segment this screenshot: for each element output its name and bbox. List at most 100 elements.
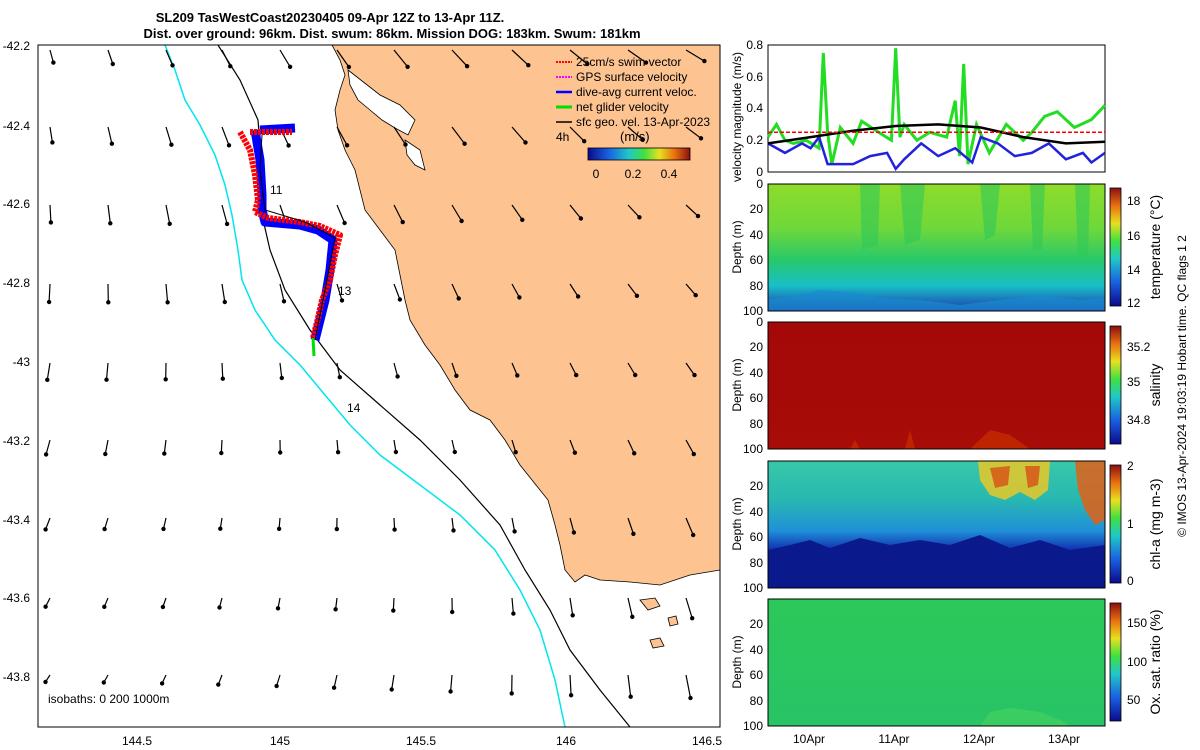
velocity-vector-head — [43, 604, 48, 609]
velocity-vector-head — [464, 63, 470, 69]
salinity-colorbar-label: salinity — [1147, 364, 1163, 407]
velocity-vector-arrow — [165, 126, 172, 145]
oxygen-frame — [767, 598, 1106, 727]
map-y-tick-43.6: -43.6 — [3, 591, 31, 605]
velocity-vector-head — [451, 528, 456, 533]
velocity-vector-head — [575, 294, 581, 299]
oxygen-y-tick-40: 40 — [750, 643, 764, 657]
velocity-vector-head — [391, 608, 396, 613]
velocity-vector-arrow — [627, 597, 633, 617]
chlorophyll-colorbar — [1109, 464, 1122, 584]
velocity-vector-head — [43, 527, 48, 532]
oxygen-y-tick-20: 20 — [750, 617, 764, 631]
velocity-vector-head — [517, 295, 522, 300]
velocity-vector-head — [570, 613, 575, 618]
velocity-vector-head — [450, 609, 455, 615]
velocity-vector-arrow — [107, 204, 111, 224]
temperature-deep-blue — [768, 290, 1105, 311]
velocity-vector-arrow — [685, 674, 692, 699]
velocity-vector-arrow — [685, 204, 699, 217]
velocity-vector-head — [103, 451, 108, 457]
salinity-y-label: Depth (m) — [730, 358, 744, 411]
velocity-vector-head — [512, 529, 517, 534]
velocity-vector-head — [279, 375, 284, 381]
velocity-vector-arrow — [569, 283, 579, 297]
map-x-tick-146.5: 146.5 — [692, 734, 722, 748]
title-line-1: SL209 TasWestCoast20230405 09-Apr 12Z to… — [156, 10, 505, 25]
velocity-vector-head — [574, 372, 579, 378]
legend-time-label: 4h — [556, 130, 569, 144]
velocity-vector-head — [693, 293, 698, 298]
velocity-vector-arrow — [685, 517, 694, 536]
velocity-vector-arrow — [393, 362, 399, 377]
map-y-tick-43: -43 — [13, 355, 31, 369]
velocity-vector-arrow — [165, 283, 169, 303]
salinity-c-tick-35: 35 — [1127, 375, 1141, 389]
velocity-vector-arrow — [336, 49, 350, 68]
velocity-vector-head — [389, 687, 394, 692]
map-frame — [37, 44, 721, 728]
temperature-y-tick-100: 100 — [743, 304, 763, 318]
velocity-vector-arrow — [627, 439, 635, 454]
velocity-vector-head — [691, 451, 697, 457]
velocity-vector-head — [102, 526, 107, 532]
velocity-vector-arrow — [569, 126, 585, 142]
velocity-vector-arrow — [569, 517, 575, 533]
velocity-vector-head — [334, 526, 339, 532]
velocity-panel: 0 0.2 0.4 0.6 0.8 velocity magnitude (m/… — [730, 38, 1107, 182]
velocity-vector-head — [162, 451, 167, 456]
velocity-vector-arrow — [450, 674, 453, 692]
chlorophyll-y-tick-80: 80 — [750, 556, 764, 570]
velocity-vector-head — [637, 215, 642, 220]
velocity-vector-head — [523, 140, 528, 145]
velocity-series — [766, 48, 1107, 171]
oxygen-colorbar — [1109, 602, 1122, 722]
legend-label-dive-avg: dive-avg current veloc. — [576, 85, 697, 99]
velocity-vector-head — [50, 140, 55, 145]
temperature-c-tick-18: 18 — [1127, 194, 1141, 208]
sfc-geo-track — [259, 134, 336, 341]
temperature-warm-streaks — [860, 184, 1090, 255]
velocity-vector-head — [698, 136, 704, 141]
velocity-vector-arrow — [221, 126, 230, 146]
velocity-vector-head — [628, 694, 633, 699]
velocity-vector-arrow — [279, 362, 283, 379]
velocity-vector-head — [339, 298, 345, 303]
velocity-vector-arrow — [163, 439, 167, 454]
velocity-vector-head — [43, 679, 48, 685]
southwest-coast-islands — [639, 597, 679, 649]
velocity-vector-arrow — [511, 597, 514, 614]
velocity-vector-head — [346, 64, 352, 70]
velocity-vector-arrow — [45, 439, 51, 455]
velocity-vector-arrow — [46, 362, 51, 380]
velocity-vector-head — [691, 532, 696, 538]
map-y-axis: -42.2 -42.4 -42.6 -42.8 -43 -43.2 -43.4 … — [3, 39, 31, 684]
velocity-vector-arrow — [393, 283, 401, 300]
temperature-frame — [767, 183, 1106, 312]
net-glider-velocity-end — [311, 337, 316, 357]
velocity-vector-arrow — [569, 362, 577, 376]
salinity-y-tick-60: 60 — [750, 391, 764, 405]
velocity-vector-head — [452, 449, 457, 455]
velocity-vector-head — [585, 61, 590, 67]
day-label-11: 11 — [270, 183, 283, 197]
velocity-vector-arrow — [569, 674, 572, 696]
chlorophyll-frame — [767, 460, 1106, 589]
velocity-vector-head — [403, 142, 408, 147]
velocity-vector-head — [45, 377, 50, 382]
velocity-vector-arrow — [511, 362, 518, 376]
velocity-vector-head — [160, 604, 166, 610]
velocity-vector-head — [344, 143, 350, 148]
velocity-vector-head — [274, 683, 279, 689]
velocity-vector-arrow — [107, 49, 114, 65]
map-y-tick-43.8: -43.8 — [3, 670, 31, 684]
temperature-panel: 0 20 40 60 80 100 Depth (m) 12 14 16 18 … — [730, 177, 1163, 318]
temperature-y-label: Depth (m) — [730, 220, 744, 273]
map-x-tick-145: 145 — [270, 734, 290, 748]
velocity-vector-arrow — [165, 49, 174, 66]
velocity-vector-head — [392, 527, 397, 532]
velocity-vector-head — [333, 607, 338, 612]
velocity-vector-arrow — [221, 204, 228, 225]
velocity-vector-arrow — [336, 362, 341, 378]
velocity-vector-arrow — [49, 204, 52, 223]
